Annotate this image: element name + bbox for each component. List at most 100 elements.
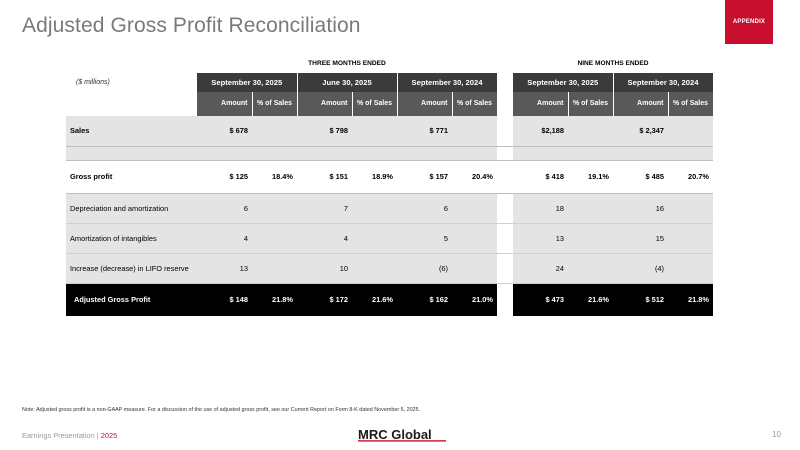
amount-header: Amount xyxy=(297,92,353,116)
amount-cell: $ 485 xyxy=(613,159,668,194)
amount-cell: 24 xyxy=(513,253,568,284)
table-row-gross-profit: Gross profit $ 125 18.4% $ 151 18.9% $ 1… xyxy=(66,159,713,194)
period-header: September 30, 2024 xyxy=(613,73,714,92)
group-three-months: THREE MONTHS ENDED xyxy=(308,60,386,67)
pct-sales-header: % of Sales xyxy=(452,92,498,116)
pct-cell: 20.7% xyxy=(668,159,713,194)
footer-label: Earnings Presentation | 2025 xyxy=(22,431,117,440)
row-label: Adjusted Gross Profit xyxy=(66,283,197,316)
group-nine-months: NINE MONTHS ENDED xyxy=(577,60,649,67)
table-row-depreciation: Depreciation and amortization 6 7 6 18 1… xyxy=(66,193,713,224)
pct-cell: 20.4% xyxy=(452,159,497,194)
period-header: September 30, 2025 xyxy=(197,73,298,92)
amount-cell: $ 162 xyxy=(397,283,452,316)
pct-cell xyxy=(668,116,713,147)
pct-cell xyxy=(352,116,397,147)
footnote: Note: Adjusted gross profit is a non-GAA… xyxy=(22,407,421,413)
row-label: Gross profit xyxy=(66,159,197,194)
pct-cell: 21.8% xyxy=(252,283,297,316)
amount-cell: $ 771 xyxy=(397,116,452,147)
pct-cell: 21.6% xyxy=(568,283,613,316)
amount-cell: 15 xyxy=(613,223,668,254)
pct-cell xyxy=(252,193,297,224)
amount-cell: 4 xyxy=(297,223,352,254)
units-label: ($ millions) xyxy=(76,79,110,86)
amount-cell: (6) xyxy=(397,253,452,284)
amount-cell: 10 xyxy=(297,253,352,284)
period-header: September 30, 2024 xyxy=(397,73,498,92)
mrc-global-logo: MRC Global xyxy=(358,427,446,442)
pct-cell xyxy=(352,193,397,224)
amount-cell: 7 xyxy=(297,193,352,224)
pct-cell: 21.6% xyxy=(352,283,397,316)
amount-cell: 4 xyxy=(197,223,252,254)
pct-cell: 19.1% xyxy=(568,159,613,194)
pct-cell xyxy=(452,223,497,254)
pct-cell: 21.0% xyxy=(452,283,497,316)
amount-cell: $ 678 xyxy=(197,116,252,147)
table-row-sales: Sales $ 678 $ 798 $ 771 $2,188 $ 2,347 xyxy=(66,116,713,147)
pct-sales-header: % of Sales xyxy=(252,92,298,116)
amount-cell: $ 151 xyxy=(297,159,352,194)
amount-cell: $ 418 xyxy=(513,159,568,194)
logo-text: MRC Global xyxy=(358,427,432,442)
pct-cell: 18.4% xyxy=(252,159,297,194)
logo-underline xyxy=(358,440,446,442)
pct-cell xyxy=(452,116,497,147)
amount-cell: $ 2,347 xyxy=(613,116,668,147)
amount-header: Amount xyxy=(197,92,253,116)
period-header-row: ($ millions) September 30, 2025 June 30,… xyxy=(66,73,714,92)
footer-year: 2025 xyxy=(100,431,118,440)
reconciliation-table: THREE MONTHS ENDED NINE MONTHS ENDED ($ … xyxy=(66,54,714,316)
amount-cell: $ 473 xyxy=(513,283,568,316)
amount-cell: $2,188 xyxy=(513,116,568,147)
pct-cell xyxy=(452,193,497,224)
amount-cell: $ 125 xyxy=(197,159,252,194)
row-label: Sales xyxy=(66,116,197,147)
amount-cell: $ 512 xyxy=(613,283,668,316)
table-row-amortization: Amortization of intangibles 4 4 5 13 15 xyxy=(66,223,713,254)
table-row-adjusted-gross-profit: Adjusted Gross Profit $ 148 21.8% $ 172 … xyxy=(66,283,713,316)
spacer-row xyxy=(66,146,713,160)
subheader-row: Amount % of Sales Amount % of Sales Amou… xyxy=(66,92,714,116)
pct-cell xyxy=(252,223,297,254)
pct-cell xyxy=(668,193,713,224)
pct-cell xyxy=(668,223,713,254)
row-label: Increase (decrease) in LIFO reserve xyxy=(66,253,197,284)
row-label: Amortization of intangibles xyxy=(66,223,197,254)
amount-cell: $ 157 xyxy=(397,159,452,194)
amount-cell: $ 172 xyxy=(297,283,352,316)
amount-header: Amount xyxy=(613,92,669,116)
pct-cell xyxy=(452,253,497,284)
pct-cell xyxy=(352,223,397,254)
pct-cell xyxy=(252,253,297,284)
amount-cell: (4) xyxy=(613,253,668,284)
pct-cell xyxy=(352,253,397,284)
amount-cell: 6 xyxy=(197,193,252,224)
amount-header: Amount xyxy=(397,92,453,116)
pct-cell xyxy=(252,116,297,147)
amount-cell: 16 xyxy=(613,193,668,224)
pct-cell xyxy=(668,253,713,284)
amount-cell: 6 xyxy=(397,193,452,224)
pct-cell: 21.8% xyxy=(668,283,713,316)
pct-cell xyxy=(568,253,613,284)
page-number: 10 xyxy=(772,430,781,439)
amount-cell: 5 xyxy=(397,223,452,254)
pct-cell xyxy=(568,223,613,254)
table-row-lifo: Increase (decrease) in LIFO reserve 13 1… xyxy=(66,253,713,284)
page-title: Adjusted Gross Profit Reconciliation xyxy=(22,14,361,37)
pct-cell: 18.9% xyxy=(352,159,397,194)
footer-text: Earnings Presentation | xyxy=(22,431,101,440)
period-header: June 30, 2025 xyxy=(297,73,398,92)
pct-sales-header: % of Sales xyxy=(352,92,398,116)
pct-cell xyxy=(568,193,613,224)
amount-cell: 13 xyxy=(513,223,568,254)
appendix-tab: APPENDIX xyxy=(725,0,773,44)
pct-sales-header: % of Sales xyxy=(668,92,714,116)
group-header-row: THREE MONTHS ENDED NINE MONTHS ENDED xyxy=(66,54,713,73)
appendix-tab-label: APPENDIX xyxy=(732,19,766,25)
amount-header: Amount xyxy=(513,92,569,116)
amount-cell: 18 xyxy=(513,193,568,224)
period-header: September 30, 2025 xyxy=(513,73,614,92)
